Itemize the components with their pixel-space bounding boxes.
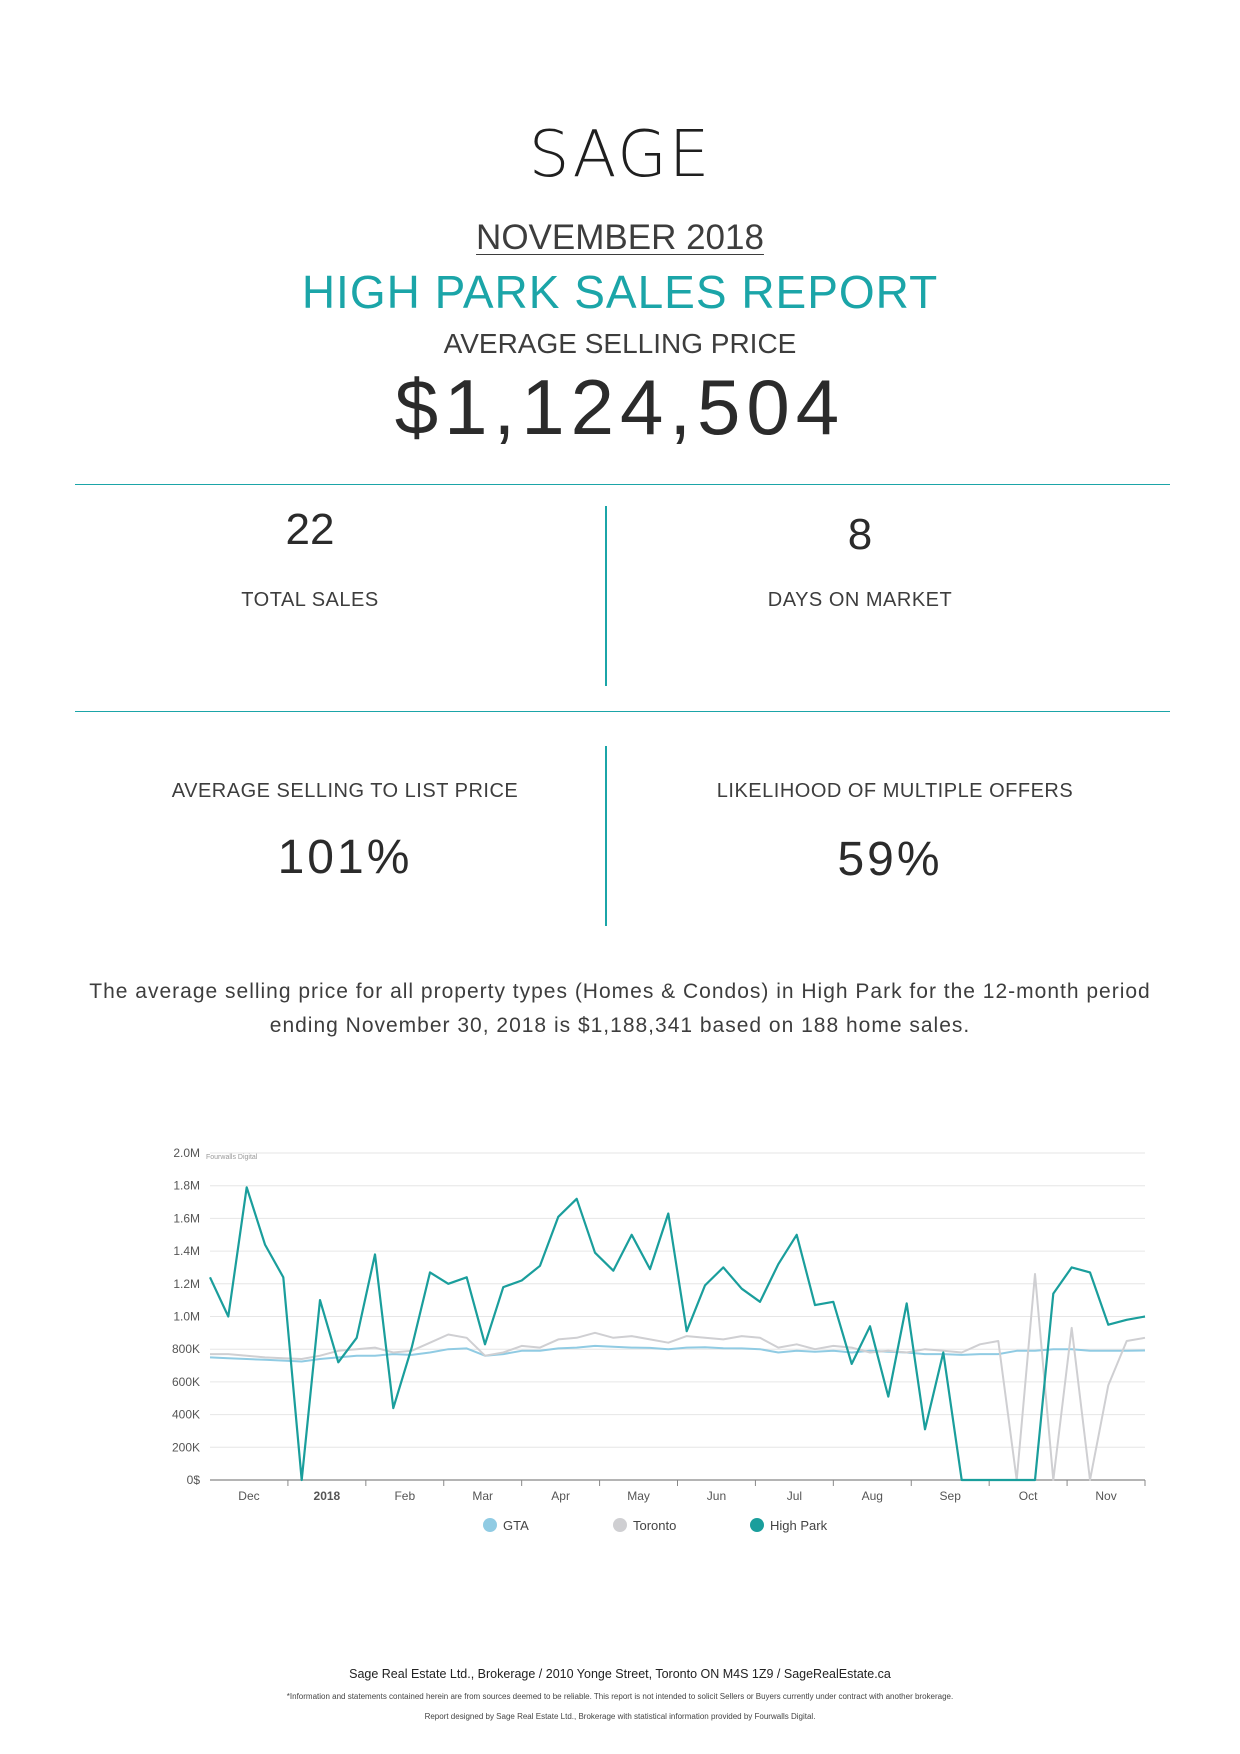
x-tick-label: Jun xyxy=(707,1489,726,1503)
y-tick-label: 600K xyxy=(172,1375,200,1389)
series-line-high-park xyxy=(209,1186,1146,1482)
x-tick-label: Nov xyxy=(1095,1489,1116,1503)
footer-address: Sage Real Estate Ltd., Brokerage / 2010 … xyxy=(349,1667,891,1681)
y-tick-label: 1.8M xyxy=(173,1179,200,1193)
y-tick-label: 200K xyxy=(172,1440,200,1454)
legend-label-toronto: Toronto xyxy=(633,1518,676,1533)
legend-marker-high-park xyxy=(750,1518,764,1532)
chart-series xyxy=(209,1186,1146,1482)
chart-x-axis: Dec 2018 Feb Mar Apr May Jun Jul Aug Sep Oct Nov xyxy=(238,1480,1146,1503)
sell-to-list-value: 101% xyxy=(277,831,413,884)
y-tick-label: 800K xyxy=(172,1342,200,1356)
x-tick-label: May xyxy=(627,1489,650,1503)
series-line-gta xyxy=(209,1344,1146,1363)
sell-to-list-label: AVERAGE SELLING TO LIST PRICE xyxy=(171,780,519,802)
y-tick-label: 2.0M xyxy=(173,1146,200,1160)
average-price-label: AVERAGE SELLING PRICE xyxy=(443,328,797,359)
report-period: NOVEMBER 2018 xyxy=(0,218,1240,258)
x-tick-label: Dec xyxy=(238,1489,259,1503)
x-tick-label: Feb xyxy=(394,1489,415,1503)
x-tick-label: Apr xyxy=(551,1489,570,1503)
summary-line-2: ending November 30, 2018 is $1,188,341 b… xyxy=(269,1014,971,1037)
sage-logo: SAGE xyxy=(528,118,712,192)
days-on-market-value: 8 xyxy=(847,510,873,559)
average-price-value: $1,124,504 xyxy=(394,363,846,451)
x-tick-label: Aug xyxy=(862,1489,883,1503)
x-tick-label: Sep xyxy=(940,1489,962,1503)
x-tick-label: Jul xyxy=(787,1489,802,1503)
chart-legend: GTA Toronto High Park xyxy=(483,1518,828,1533)
y-tick-label: 1.0M xyxy=(173,1310,200,1324)
divider-vertical-upper xyxy=(605,506,607,686)
footer-disclaimer: *Information and statements contained he… xyxy=(286,1692,954,1701)
report-title: HIGH PARK SALES REPORT xyxy=(301,266,939,318)
y-tick-label: 1.2M xyxy=(173,1277,200,1291)
total-sales-label: TOTAL SALES xyxy=(241,589,379,611)
legend-marker-gta xyxy=(483,1518,497,1532)
multiple-offers-value: 59% xyxy=(837,833,943,886)
legend-label-gta: GTA xyxy=(503,1518,529,1533)
y-tick-label: 1.4M xyxy=(173,1244,200,1258)
series-line-toronto xyxy=(210,1273,1146,1481)
footer-credit: Report designed by Sage Real Estate Ltd.… xyxy=(424,1712,816,1721)
legend-label-high-park: High Park xyxy=(770,1518,828,1533)
y-tick-label: 0$ xyxy=(187,1473,201,1487)
divider-vertical-lower xyxy=(605,746,607,926)
x-tick-label: Oct xyxy=(1019,1489,1038,1503)
summary-paragraph: The average selling price for all proper… xyxy=(60,975,1180,1043)
chart-gridlines xyxy=(210,1152,1145,1481)
y-tick-label: 1.6M xyxy=(173,1211,200,1225)
total-sales-value: 22 xyxy=(285,505,335,554)
x-tick-label: Mar xyxy=(472,1489,493,1503)
report-period-text: NOVEMBER 2018 xyxy=(476,218,764,257)
x-tick-label: 2018 xyxy=(314,1489,341,1503)
legend-marker-toronto xyxy=(613,1518,627,1532)
price-trend-chart: 0$ 200K 400K 600K 800K 1.0M 1.2M 1.4M 1.6M 1.8M 2.… xyxy=(172,1146,1146,1533)
multiple-offers-label: LIKELIHOOD OF MULTIPLE OFFERS xyxy=(716,780,1074,802)
chart-watermark: Fourwalls Digital xyxy=(206,1154,258,1161)
divider-top xyxy=(75,484,1170,485)
y-tick-label: 400K xyxy=(172,1408,200,1422)
divider-middle xyxy=(75,711,1170,712)
days-on-market-label: DAYS ON MARKET xyxy=(767,589,953,611)
summary-line-1: The average selling price for all proper… xyxy=(89,980,1151,1003)
chart-y-axis: 0$ 200K 400K 600K 800K 1.0M 1.2M 1.4M 1.6M 1.8M 2.… xyxy=(172,1146,200,1487)
